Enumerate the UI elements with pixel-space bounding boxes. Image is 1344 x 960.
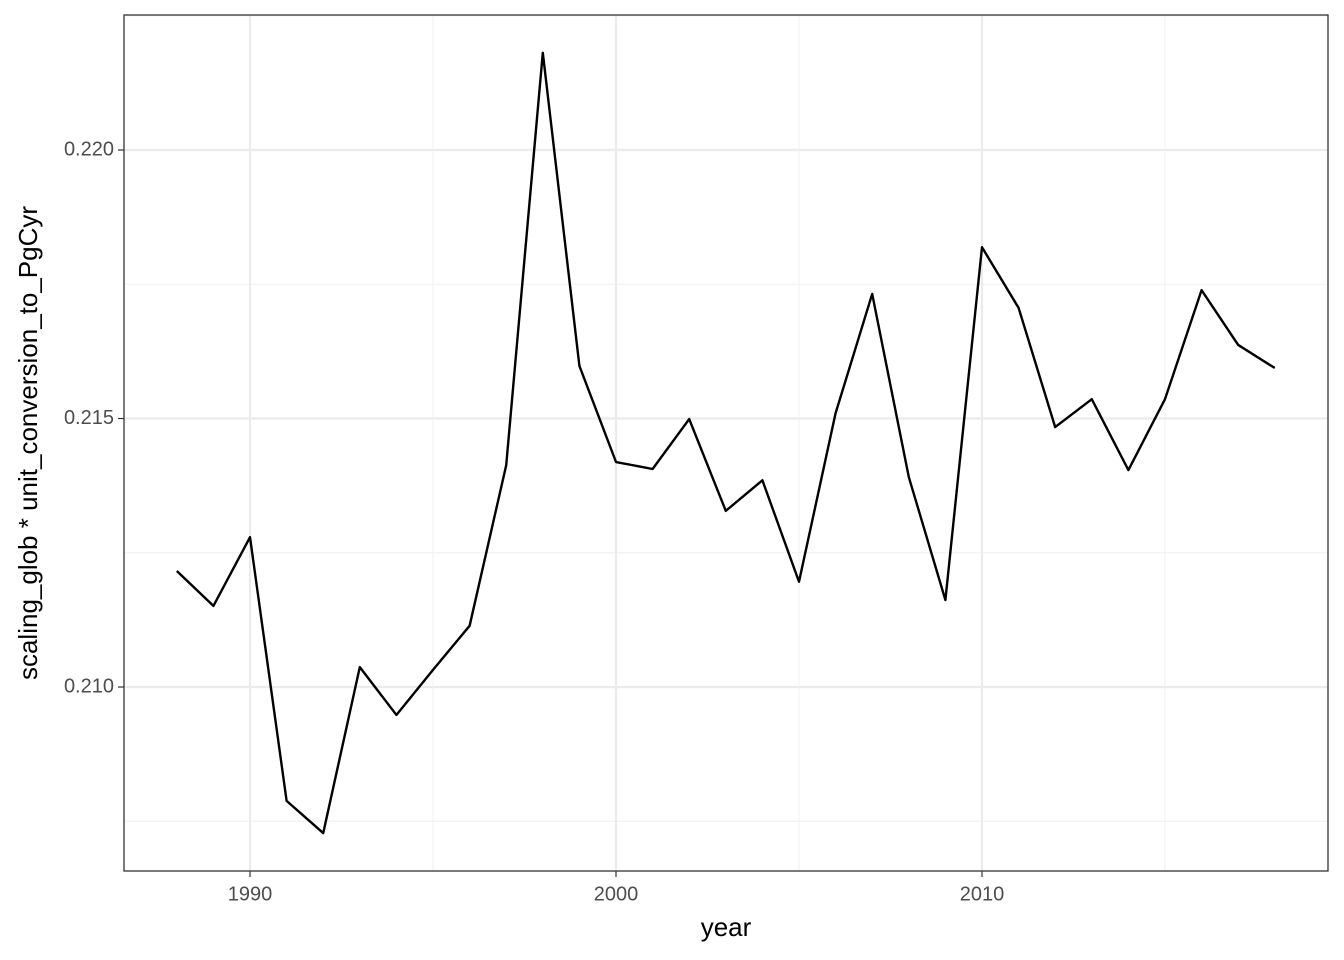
- x-tick-label: 1990: [228, 883, 273, 905]
- x-axis-title: year: [701, 912, 752, 942]
- y-axis-title: scaling_glob * unit_conversion_to_PgCyr: [13, 206, 43, 680]
- panel-border: [123, 14, 1329, 872]
- y-tick-label: 0.210: [64, 675, 114, 697]
- x-tick-label: 2010: [960, 883, 1005, 905]
- y-tick-label: 0.215: [64, 407, 114, 429]
- line: [175, 51, 1276, 835]
- y-tick-label: 0.220: [64, 138, 114, 160]
- x-tick-label: 2000: [594, 883, 639, 905]
